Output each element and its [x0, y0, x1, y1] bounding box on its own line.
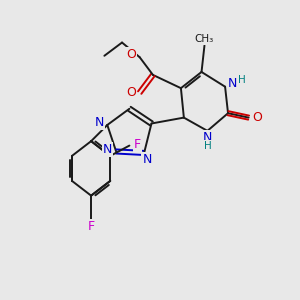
- Text: CH₃: CH₃: [195, 34, 214, 44]
- Text: N: N: [228, 77, 237, 90]
- Text: H: H: [203, 141, 211, 151]
- Text: O: O: [127, 86, 136, 99]
- Text: N: N: [103, 143, 112, 157]
- Text: F: F: [134, 138, 141, 151]
- Text: N: N: [203, 131, 212, 144]
- Text: N: N: [142, 153, 152, 166]
- Text: N: N: [94, 116, 104, 128]
- Text: O: O: [252, 111, 262, 124]
- Text: F: F: [88, 220, 95, 233]
- Text: O: O: [127, 48, 136, 61]
- Text: H: H: [238, 75, 246, 85]
